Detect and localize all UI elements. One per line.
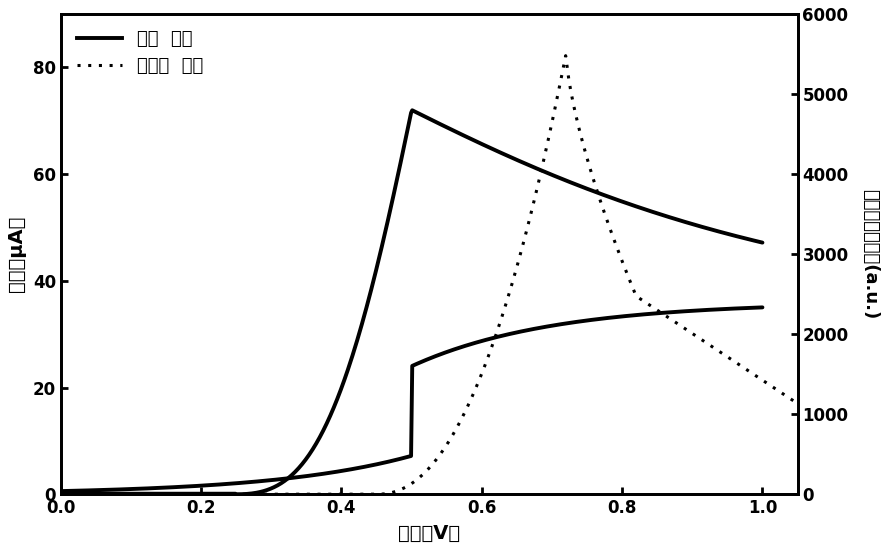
Legend: 循环  伏安, 电化学  发光: 循环 伏安, 电化学 发光 — [70, 23, 210, 82]
X-axis label: 电压（V）: 电压（V） — [398, 524, 460, 543]
Y-axis label: 电流（μA）: 电流（μA） — [7, 216, 26, 292]
Y-axis label: 电化学发光强度(a.u.): 电化学发光强度(a.u.) — [861, 189, 879, 319]
